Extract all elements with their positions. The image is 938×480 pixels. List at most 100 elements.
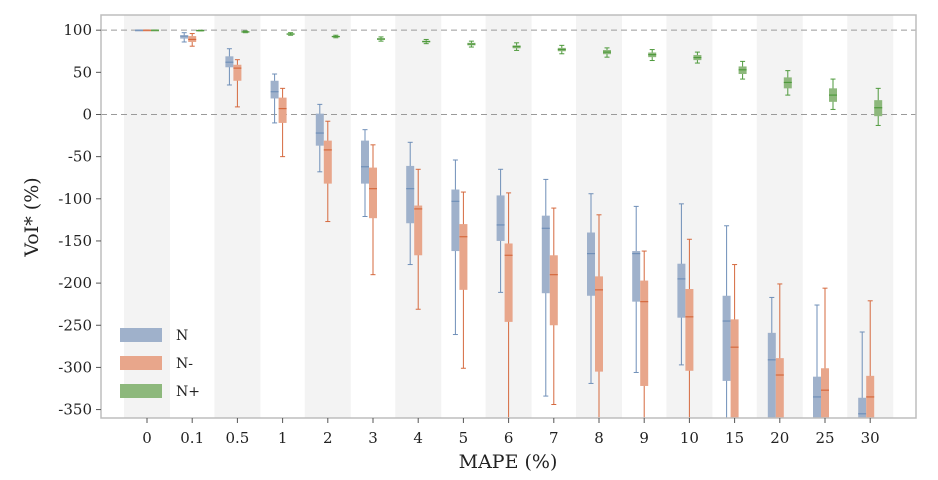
box-N-4 xyxy=(406,141,415,266)
box-N-0.1 xyxy=(180,32,189,43)
box-N-30 xyxy=(858,331,867,418)
box-body xyxy=(496,195,505,241)
series-N xyxy=(135,29,867,418)
legend-swatch-N xyxy=(120,328,162,342)
box-N--2 xyxy=(323,120,332,223)
box-N+-6 xyxy=(512,42,521,51)
y-tick-label: 100 xyxy=(63,21,92,39)
box-N--0 xyxy=(143,29,151,32)
y-tick-label: -50 xyxy=(68,148,92,166)
box-body xyxy=(767,332,776,418)
x-axis-label: MAPE (%) xyxy=(459,451,558,473)
y-tick-label: -200 xyxy=(58,274,92,292)
series-N- xyxy=(143,29,875,418)
box-N+-15 xyxy=(738,60,747,80)
box-N--25 xyxy=(821,287,829,418)
y-axis-label: VoI* (%) xyxy=(21,177,43,257)
reference-lines xyxy=(101,29,916,115)
box-N--10 xyxy=(685,238,694,418)
x-tick-label: 25 xyxy=(815,429,834,447)
box-N-0 xyxy=(135,29,143,32)
box-N-1 xyxy=(270,73,279,124)
x-tick-label: 0 xyxy=(142,429,152,447)
x-tick-label: 10 xyxy=(680,429,699,447)
box-body xyxy=(595,276,603,372)
y-tick-label: 50 xyxy=(73,63,92,81)
y-tick-label: 0 xyxy=(82,105,92,123)
box-N-10 xyxy=(677,203,686,366)
box-N--4 xyxy=(414,168,423,310)
box-N--20 xyxy=(775,283,784,418)
box-N+-8 xyxy=(603,47,611,58)
box-N+-4 xyxy=(422,38,431,45)
box-body xyxy=(361,140,369,184)
legend-swatch-N- xyxy=(120,356,162,370)
legend: N N- N+ xyxy=(120,328,200,400)
x-axis-ticks: 0 0.1 0.5 1 2 3 4 5 6 7 8 9 10 15 20 25 30 xyxy=(142,418,880,447)
box-N+-30 xyxy=(874,87,883,126)
box-body xyxy=(233,64,242,81)
box-N-20 xyxy=(767,296,776,418)
box-N--0.5 xyxy=(233,59,242,108)
box-N--1 xyxy=(278,87,287,158)
legend-label-N-: N- xyxy=(176,356,193,372)
box-body xyxy=(406,165,415,224)
box-body xyxy=(722,295,731,381)
x-tick-label: 6 xyxy=(504,429,514,447)
box-N--7 xyxy=(549,207,558,406)
x-tick-label: 5 xyxy=(459,429,469,447)
x-tick-label: 8 xyxy=(594,429,604,447)
box-body xyxy=(821,368,829,418)
box-body xyxy=(459,224,468,290)
box-N--30 xyxy=(866,300,875,418)
x-tick-label: 15 xyxy=(725,429,744,447)
x-tick-label: 7 xyxy=(549,429,559,447)
x-tick-label: 20 xyxy=(770,429,789,447)
x-tick-label: 4 xyxy=(413,429,423,447)
box-N+-0.1 xyxy=(196,29,205,32)
box-N--6 xyxy=(504,192,513,418)
box-body xyxy=(858,397,867,418)
x-tick-label: 1 xyxy=(278,429,288,447)
box-body xyxy=(270,80,279,99)
box-body xyxy=(549,255,558,326)
box-N+-25 xyxy=(829,78,837,110)
box-N+-3 xyxy=(377,36,385,42)
box-N+-0.5 xyxy=(241,30,250,34)
box-N-5 xyxy=(451,159,460,336)
box-body xyxy=(730,319,739,418)
box-body xyxy=(677,263,686,318)
box-N-9 xyxy=(632,205,641,373)
box-series xyxy=(135,29,883,418)
box-body xyxy=(180,35,189,39)
box-N--0.1 xyxy=(188,33,197,47)
x-tick-label: 9 xyxy=(639,429,649,447)
box-N--9 xyxy=(640,250,649,418)
x-tick-label: 0.1 xyxy=(180,429,204,447)
y-tick-label: -300 xyxy=(58,358,92,376)
x-tick-label: 3 xyxy=(368,429,378,447)
box-N-8 xyxy=(587,193,595,384)
box-N--5 xyxy=(459,191,468,369)
box-N--15 xyxy=(730,264,739,418)
box-N-3 xyxy=(361,129,369,217)
box-N-25 xyxy=(813,304,821,418)
box-body xyxy=(587,232,595,296)
box-N+-1 xyxy=(286,32,295,36)
box-body xyxy=(685,289,694,371)
box-body xyxy=(775,358,784,418)
box-body xyxy=(504,243,513,322)
box-N-2 xyxy=(315,103,324,173)
y-tick-label: -150 xyxy=(58,232,92,250)
box-N+-0 xyxy=(151,29,159,32)
legend-label-N: N xyxy=(176,328,188,344)
box-body xyxy=(640,280,649,386)
y-tick-label: -350 xyxy=(58,401,92,419)
box-N+-10 xyxy=(693,51,702,64)
box-body xyxy=(323,140,332,184)
box-body xyxy=(315,113,324,146)
x-tick-label: 30 xyxy=(861,429,880,447)
box-N--3 xyxy=(369,144,377,276)
box-body xyxy=(278,97,287,123)
